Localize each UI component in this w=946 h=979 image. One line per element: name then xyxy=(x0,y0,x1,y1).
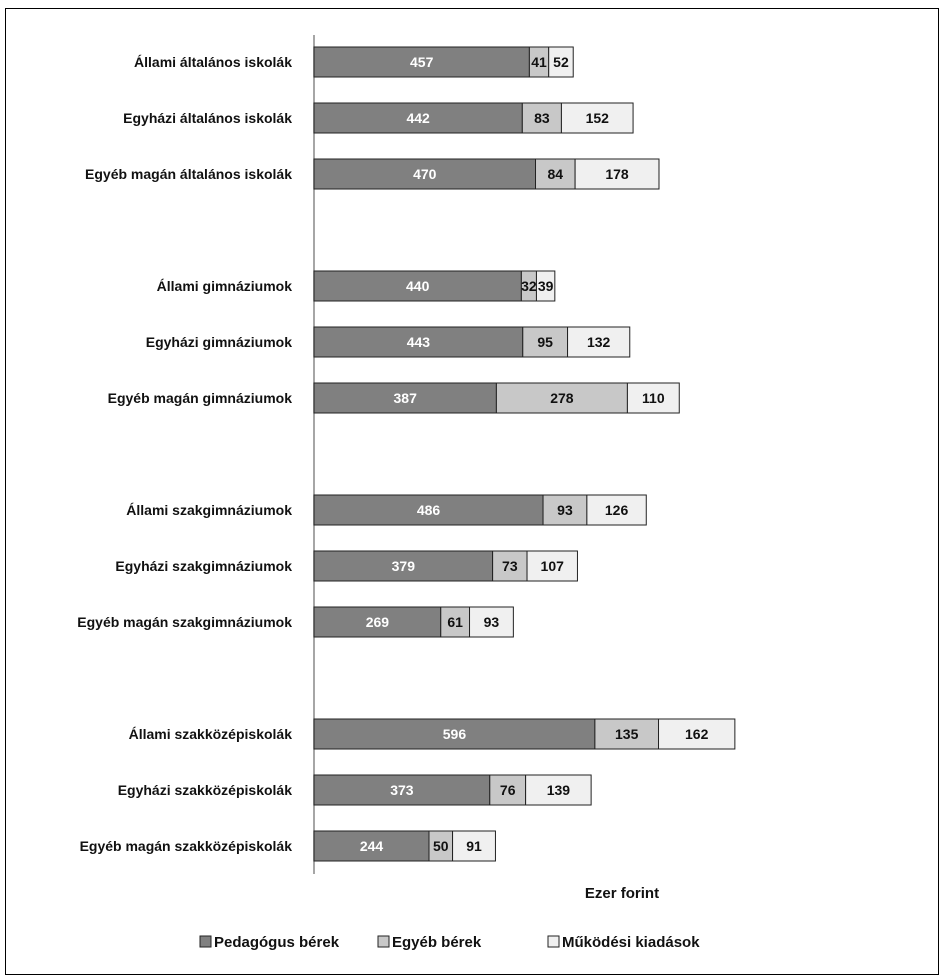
category-label: Állami szakközépiskolák xyxy=(129,726,293,742)
category-label: Egyéb magán szakközépiskolák xyxy=(80,838,293,854)
data-label: 152 xyxy=(586,110,610,126)
bar-segment-mukodesi xyxy=(452,830,496,862)
bar-segment-mukodesi xyxy=(535,270,556,302)
bar-segment-egyeb-berek xyxy=(440,606,471,638)
bar-segment-mukodesi xyxy=(567,326,631,358)
bar-segment-mukodesi xyxy=(469,606,514,638)
bar-segment-mukodesi xyxy=(548,46,574,78)
bar-segment-pedagogus xyxy=(313,270,522,302)
bar-segment-pedagogus xyxy=(313,550,494,582)
category-label: Egyházi szakgimnáziumok xyxy=(115,558,292,574)
data-label: 73 xyxy=(502,558,518,574)
category-label: Állami általános iskolák xyxy=(134,54,292,70)
bar-segment-egyeb-berek xyxy=(594,718,660,750)
bar-segment-egyeb-berek xyxy=(492,550,528,582)
category-label: Egyházi általános iskolák xyxy=(123,110,292,126)
bar-segment-pedagogus xyxy=(313,382,497,414)
data-label: 84 xyxy=(548,166,564,182)
bar-segment-mukodesi xyxy=(560,102,634,134)
data-label: 107 xyxy=(541,558,565,574)
data-label: 135 xyxy=(615,726,639,742)
legend-label: Egyéb bérek xyxy=(392,934,482,951)
bar-segment-mukodesi xyxy=(574,158,660,190)
bar-segment-mukodesi xyxy=(658,718,736,750)
data-label: 440 xyxy=(406,278,430,294)
bar-segment-egyeb-berek xyxy=(495,382,628,414)
data-label: 41 xyxy=(531,54,547,70)
category-label: Egyéb magán szakgimnáziumok xyxy=(77,614,292,630)
bar-segment-pedagogus xyxy=(313,46,530,78)
data-label: 52 xyxy=(553,54,569,70)
data-label: 486 xyxy=(417,502,441,518)
data-label: 162 xyxy=(685,726,709,742)
data-label: 470 xyxy=(413,166,437,182)
x-axis-title: Ezer forint xyxy=(585,885,659,902)
category-label: Egyéb magán gimnáziumok xyxy=(108,390,293,406)
category-label: Egyházi szakközépiskolák xyxy=(118,782,293,798)
bar-segment-egyeb-berek xyxy=(542,494,588,526)
data-label: 61 xyxy=(447,614,463,630)
legend-label: Működési kiadások xyxy=(562,934,700,951)
category-label: Egyházi gimnáziumok xyxy=(146,334,292,350)
data-label: 387 xyxy=(394,390,418,406)
bar-segment-pedagogus xyxy=(313,494,544,526)
bar-segment-mukodesi xyxy=(626,382,680,414)
data-label: 373 xyxy=(390,782,414,798)
category-label: Állami szakgimnáziumok xyxy=(126,502,292,518)
data-label: 32 xyxy=(521,278,537,294)
data-label: 83 xyxy=(534,110,550,126)
data-label: 244 xyxy=(360,838,384,854)
bar-segment-egyeb-berek xyxy=(489,774,527,806)
legend-swatch xyxy=(199,935,212,948)
data-label: 93 xyxy=(484,614,500,630)
legend-label: Pedagógus bérek xyxy=(214,934,340,951)
data-label: 110 xyxy=(642,390,665,406)
data-label: 278 xyxy=(550,390,574,406)
data-label: 93 xyxy=(557,502,573,518)
data-label: 269 xyxy=(366,614,390,630)
data-label: 126 xyxy=(605,502,629,518)
data-label: 457 xyxy=(410,54,434,70)
data-label: 442 xyxy=(406,110,430,126)
data-label: 443 xyxy=(407,334,431,350)
data-label: 91 xyxy=(466,838,482,854)
legend-swatch xyxy=(547,935,560,948)
category-label: Állami gimnáziumok xyxy=(157,278,293,294)
data-label: 596 xyxy=(443,726,467,742)
data-label: 178 xyxy=(605,166,629,182)
data-label: 95 xyxy=(537,334,553,350)
legend-swatch xyxy=(377,935,390,948)
bar-segment-pedagogus xyxy=(313,774,491,806)
bar-segment-pedagogus xyxy=(313,718,596,750)
bar-segment-pedagogus xyxy=(313,102,523,134)
data-label: 39 xyxy=(538,278,554,294)
bar-segment-mukodesi xyxy=(586,494,647,526)
data-label: 50 xyxy=(433,838,449,854)
bar-segment-mukodesi xyxy=(526,550,578,582)
data-label: 132 xyxy=(587,334,611,350)
data-label: 379 xyxy=(392,558,416,574)
category-label: Egyéb magán általános iskolák xyxy=(85,166,292,182)
bar-segment-pedagogus xyxy=(313,326,524,358)
bar-segment-mukodesi xyxy=(525,774,592,806)
data-label: 139 xyxy=(547,782,571,798)
data-label: 76 xyxy=(500,782,516,798)
